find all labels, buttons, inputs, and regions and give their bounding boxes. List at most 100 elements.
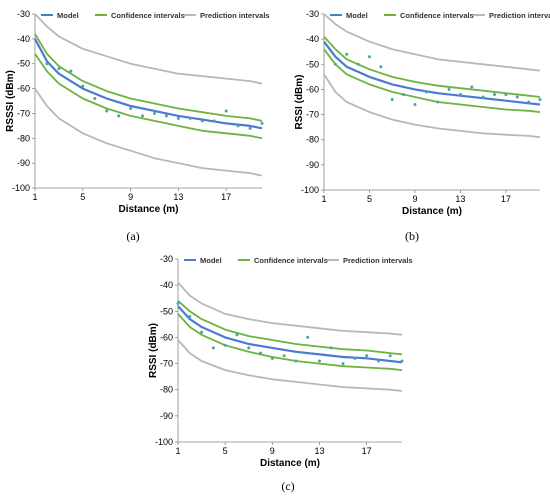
data-point <box>200 330 204 334</box>
data-point <box>235 333 239 337</box>
y-tick-label: -70 <box>17 108 30 118</box>
x-tick-label: 17 <box>362 446 372 456</box>
legend-label: Model <box>200 256 222 265</box>
y-tick-label: -40 <box>17 34 30 44</box>
data-point <box>176 116 180 120</box>
data-point <box>527 100 531 104</box>
prediction-intervals-lower-line <box>34 88 263 177</box>
data-point <box>224 109 228 113</box>
legend: Model Confidence intervals Prediction inte… <box>330 11 550 20</box>
data-point <box>81 84 85 88</box>
data-point <box>69 69 73 73</box>
data-point <box>367 55 371 59</box>
data-point <box>105 109 109 113</box>
panel-caption: (a) <box>126 229 139 243</box>
legend-label: Confidence intervals <box>254 256 328 265</box>
x-tick-label: 9 <box>412 194 417 204</box>
data-point <box>270 356 274 360</box>
data-point <box>458 92 462 96</box>
legend-label: Prediction intervals <box>489 11 550 20</box>
data-point <box>200 119 204 123</box>
data-point <box>388 354 392 358</box>
x-tick-label: 17 <box>501 194 511 204</box>
y-tick-label: -90 <box>17 158 30 168</box>
x-tick-label: 1 <box>32 192 37 202</box>
y-tick-label: -30 <box>17 9 30 19</box>
x-tick-label: 5 <box>367 194 372 204</box>
y-tick-label: -30 <box>160 254 173 264</box>
legend: Model Confidence intervals Prediction inte… <box>184 256 413 265</box>
confidence-intervals-lower-line <box>34 53 263 140</box>
y-tick-label: -70 <box>306 110 319 120</box>
data-point <box>329 346 333 350</box>
data-point <box>236 124 240 128</box>
y-tick-label: -40 <box>306 34 319 44</box>
y-tick-label: -100 <box>155 437 173 447</box>
y-tick-label: -100 <box>301 185 319 195</box>
confidence-intervals-lower-line <box>177 313 403 371</box>
prediction-intervals-upper-line <box>177 281 403 336</box>
y-tick-label: -40 <box>160 280 173 290</box>
data-point <box>538 97 542 101</box>
data-point <box>470 85 474 89</box>
data-point <box>211 346 215 350</box>
x-axis-title: Distance (m) <box>260 458 320 469</box>
y-tick-label: -80 <box>306 135 319 145</box>
model-line <box>34 38 263 130</box>
prediction-intervals-upper-line <box>34 13 263 85</box>
data-point <box>402 92 406 96</box>
data-point <box>45 62 49 66</box>
data-point <box>515 95 519 99</box>
x-tick-label: 9 <box>128 192 133 202</box>
data-point <box>282 354 286 358</box>
data-point <box>341 362 345 366</box>
y-tick-label: -60 <box>306 84 319 94</box>
y-tick-label: -80 <box>17 133 30 143</box>
data-point <box>212 119 216 123</box>
data-point <box>248 126 252 130</box>
y-tick-label: -30 <box>306 9 319 19</box>
data-point <box>379 65 383 69</box>
data-point <box>260 121 264 125</box>
y-tick-label: -60 <box>160 332 173 342</box>
x-tick-label: 5 <box>223 446 228 456</box>
legend-label: Prediction intervals <box>200 11 270 20</box>
model-line <box>177 305 403 364</box>
y-axis-title: RSSI (dBm) <box>148 323 159 378</box>
legend-label: Confidence intervals <box>400 11 474 20</box>
y-axis-title: RSSI (dBm) <box>294 75 305 130</box>
x-tick-label: 1 <box>321 194 326 204</box>
y-tick-label: -70 <box>160 359 173 369</box>
y-axis-title: RSSSI (dBm) <box>5 70 16 132</box>
data-point <box>259 351 263 355</box>
y-tick-label: -50 <box>17 59 30 69</box>
x-axis-title: Distance (m) <box>118 204 178 215</box>
data-point <box>400 359 404 363</box>
data-point <box>129 106 133 110</box>
legend-label: Prediction intervals <box>343 256 413 265</box>
data-point <box>188 315 192 319</box>
data-point <box>152 111 156 115</box>
x-tick-label: 5 <box>80 192 85 202</box>
legend-label: Model <box>57 11 79 20</box>
prediction-intervals-lower-line <box>177 339 403 392</box>
data-point <box>247 346 251 350</box>
data-point <box>390 97 394 101</box>
x-tick-label: 17 <box>221 192 231 202</box>
y-tick-label: -90 <box>160 411 173 421</box>
y-tick-label: -100 <box>12 183 30 193</box>
data-point <box>376 359 380 363</box>
data-point <box>504 92 508 96</box>
prediction-intervals-lower-line <box>323 73 541 139</box>
data-point <box>117 114 121 118</box>
x-axis-title: Distance (m) <box>402 206 462 217</box>
legend-label: Model <box>346 11 368 20</box>
data-point <box>413 103 417 107</box>
data-point <box>93 97 97 101</box>
data-point <box>493 92 497 96</box>
prediction-intervals-upper-line <box>323 13 541 72</box>
data-point <box>317 359 321 363</box>
y-tick-label: -60 <box>17 84 30 94</box>
